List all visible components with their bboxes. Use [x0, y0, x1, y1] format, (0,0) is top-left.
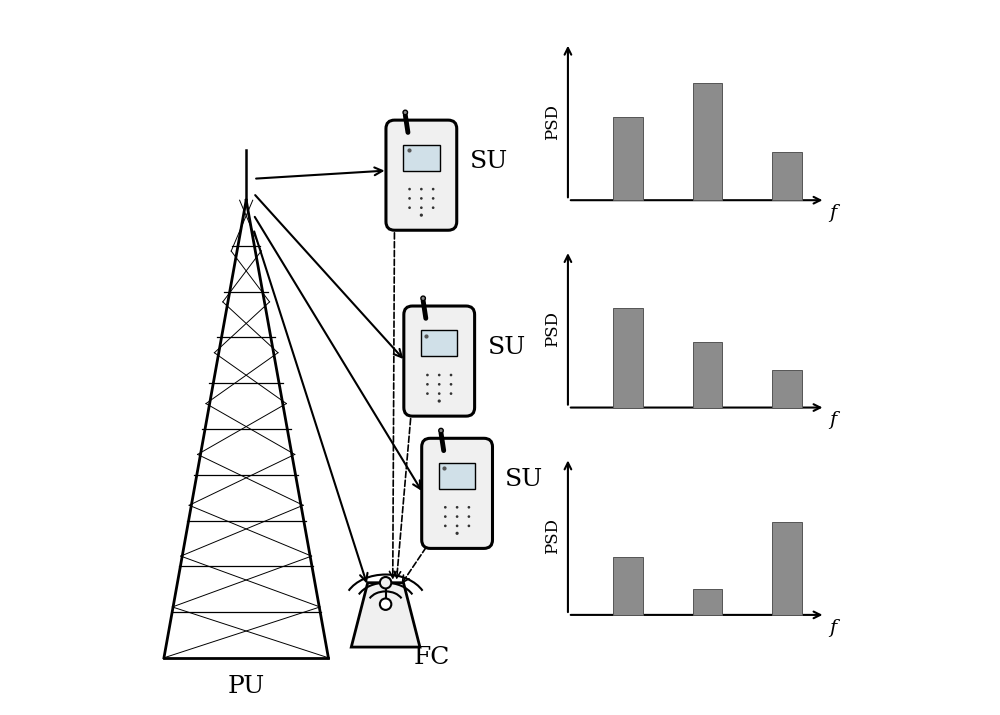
- Text: SU: SU: [470, 149, 508, 173]
- Text: PU: PU: [228, 675, 265, 698]
- Bar: [613, 308, 643, 408]
- Circle shape: [420, 207, 423, 209]
- Text: SU: SU: [505, 468, 544, 491]
- Circle shape: [380, 577, 391, 588]
- Bar: [439, 463, 475, 489]
- Bar: [693, 342, 722, 408]
- Circle shape: [420, 188, 423, 190]
- Bar: [772, 522, 802, 615]
- Bar: [772, 152, 802, 200]
- Circle shape: [426, 374, 429, 376]
- Circle shape: [438, 383, 441, 385]
- Circle shape: [450, 383, 452, 385]
- Text: PSD: PSD: [544, 311, 561, 347]
- Text: SU: SU: [487, 335, 526, 359]
- Circle shape: [432, 188, 434, 190]
- Circle shape: [444, 525, 447, 527]
- Circle shape: [432, 197, 434, 199]
- Circle shape: [408, 207, 411, 209]
- Circle shape: [380, 598, 391, 610]
- Circle shape: [432, 207, 434, 209]
- Circle shape: [456, 525, 458, 527]
- Circle shape: [408, 188, 411, 190]
- FancyBboxPatch shape: [386, 120, 457, 230]
- Circle shape: [444, 516, 447, 518]
- Text: f: f: [829, 411, 836, 430]
- Circle shape: [468, 506, 470, 508]
- Circle shape: [450, 374, 452, 376]
- Circle shape: [444, 506, 447, 508]
- Circle shape: [426, 393, 429, 395]
- Text: f: f: [829, 204, 836, 222]
- Circle shape: [456, 516, 458, 518]
- Circle shape: [450, 393, 452, 395]
- Bar: [403, 144, 440, 171]
- FancyBboxPatch shape: [422, 438, 492, 548]
- Bar: [421, 330, 457, 356]
- Circle shape: [403, 110, 408, 114]
- Circle shape: [468, 525, 470, 527]
- Text: FC: FC: [414, 646, 450, 669]
- Text: PSD: PSD: [544, 518, 561, 554]
- Circle shape: [456, 506, 458, 508]
- Circle shape: [468, 516, 470, 518]
- Circle shape: [438, 400, 441, 403]
- Polygon shape: [351, 583, 420, 647]
- Circle shape: [421, 296, 425, 300]
- Circle shape: [438, 393, 441, 395]
- Circle shape: [426, 383, 429, 385]
- Circle shape: [439, 428, 443, 433]
- Bar: [613, 117, 643, 200]
- Bar: [772, 370, 802, 408]
- Text: PSD: PSD: [544, 104, 561, 139]
- Text: f: f: [829, 618, 836, 637]
- Bar: [693, 588, 722, 615]
- Circle shape: [420, 197, 423, 199]
- Bar: [693, 82, 722, 200]
- Bar: [613, 557, 643, 615]
- Circle shape: [408, 197, 411, 199]
- Circle shape: [455, 532, 459, 535]
- Circle shape: [438, 374, 441, 376]
- FancyBboxPatch shape: [404, 306, 475, 416]
- Circle shape: [420, 214, 423, 217]
